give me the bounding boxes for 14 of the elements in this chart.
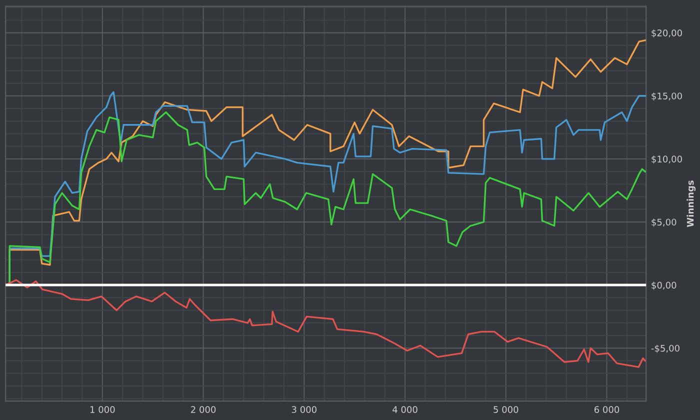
y-tick-label: -$5,00 — [651, 344, 680, 353]
x-tick-label: 5 000 — [494, 406, 518, 413]
x-tick-label: 3 000 — [292, 406, 316, 413]
y-tick-label: $0,00 — [652, 282, 676, 290]
line-series — [6, 279, 646, 368]
y-tick-label: $10,00 — [652, 155, 682, 164]
y-tick-label: $5,00 — [652, 218, 676, 227]
y-tick-label: $15,00 — [652, 92, 682, 101]
x-tick-label: 2 000 — [191, 406, 216, 413]
x-tick-label: 4 000 — [392, 406, 418, 413]
y-tick-label: $20,00 — [652, 29, 682, 38]
x-tick-label: 1 000 — [90, 406, 115, 413]
y-axis-title: Winnings — [686, 180, 696, 228]
x-tick-label: 6 000 — [594, 406, 620, 413]
